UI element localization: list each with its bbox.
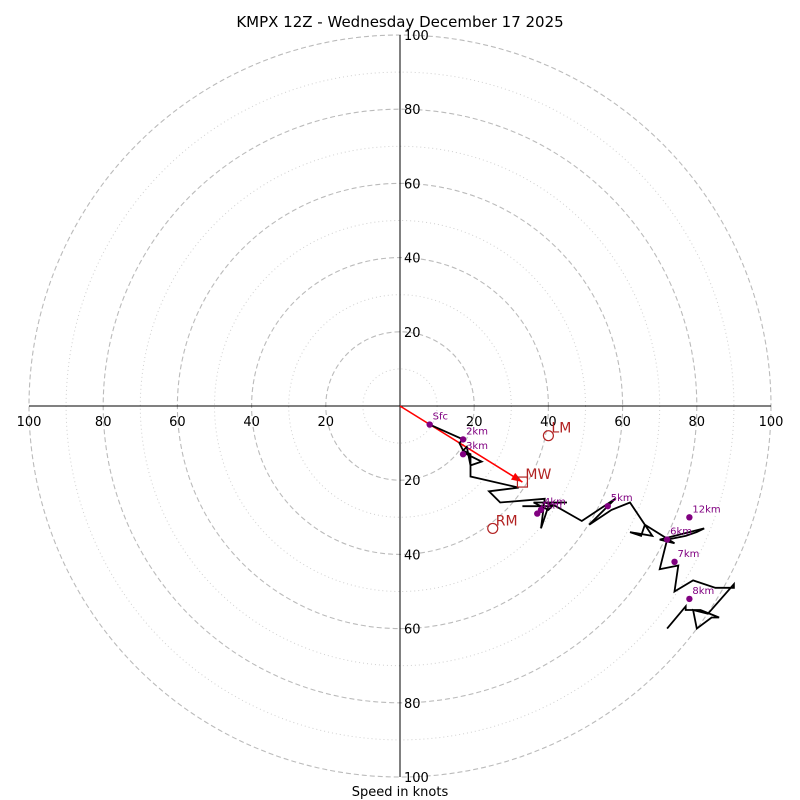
mean-wind-marker	[516, 476, 529, 488]
height-marker-label: 4km	[544, 497, 566, 508]
height-marker-label: 5km	[611, 493, 633, 504]
height-marker-label: 8km	[692, 586, 714, 597]
x-tick-label: 100	[759, 415, 784, 430]
height-marker-label: 7km	[678, 549, 700, 560]
x-tick-label: 80	[689, 415, 706, 430]
height-marker-dot	[686, 514, 693, 521]
left-mover-label: LM	[551, 421, 571, 437]
height-marker-dot	[604, 502, 611, 510]
x-tick-label: 60	[169, 415, 186, 430]
hodograph-line	[429, 423, 735, 631]
y-tick-label: 40	[404, 548, 421, 563]
x-tick-label: 100	[17, 415, 42, 430]
y-tick-label: 40	[404, 252, 421, 267]
height-marker-label: 12km	[692, 504, 720, 515]
height-marker-label: 2km	[466, 426, 488, 437]
y-tick-label: 100	[404, 771, 429, 786]
y-tick-label: 20	[404, 326, 421, 341]
x-tick-label: 20	[466, 415, 483, 430]
height-marker-dot	[459, 436, 467, 443]
height-marker-dot	[663, 536, 671, 543]
right-mover-label: RM	[496, 513, 518, 529]
left-mover-marker	[542, 430, 555, 442]
x-tick-label: 60	[614, 415, 631, 430]
y-tick-label: 100	[404, 29, 429, 44]
height-marker-dot	[459, 451, 467, 458]
y-tick-label: 60	[404, 623, 421, 638]
hodograph-trace	[429, 423, 735, 631]
shear-vector-line	[399, 405, 523, 483]
tick-labels: 100 100 80 80 60 60 40 40 20 20 20 20 40 40 60 60 80 80 10…	[17, 29, 784, 786]
x-tick-label: 40	[540, 415, 557, 430]
right-mover-marker	[487, 522, 499, 535]
y-tick-label: 80	[404, 103, 421, 118]
height-marker-label: 6km	[670, 527, 692, 538]
height-marker-label: 3km	[466, 441, 488, 452]
x-tick-label: 20	[318, 415, 335, 430]
height-marker-dot	[426, 421, 433, 428]
shear-vector	[399, 405, 523, 483]
y-tick-label: 80	[404, 697, 421, 712]
height-marker-label: Sfc	[433, 412, 448, 423]
mean-wind-label: MW	[525, 467, 551, 483]
shear-vector-arrowhead	[510, 472, 523, 483]
y-tick-label: 20	[404, 474, 421, 489]
height-marker-dot	[686, 595, 693, 603]
height-marker-label: 4km	[540, 501, 562, 512]
x-tick-label: 40	[243, 415, 260, 430]
height-marker-dot	[534, 510, 541, 517]
x-tick-label: 80	[95, 415, 112, 430]
height-marker-dot	[671, 558, 678, 566]
y-tick-label: 60	[404, 177, 421, 192]
x-axis-label: Speed in knots	[352, 785, 449, 800]
chart-title: KMPX 12Z - Wednesday December 17 2025	[236, 13, 563, 31]
storm-motion-markers: MW LM RM	[487, 421, 571, 535]
